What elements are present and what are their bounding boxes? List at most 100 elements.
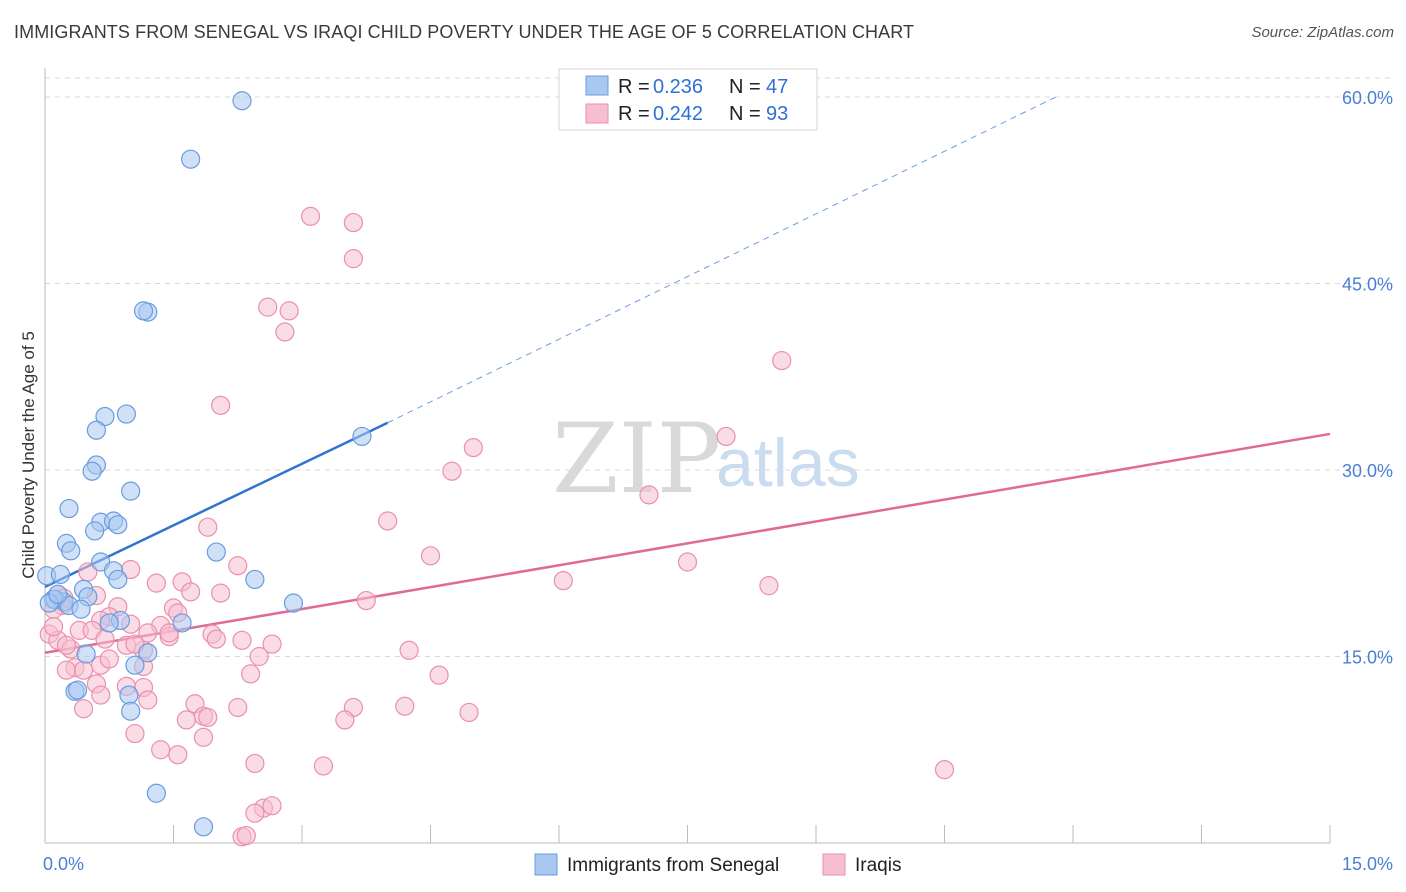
senegal-point-42 [121, 701, 141, 721]
senegal-point-32 [283, 593, 304, 613]
iraqi-point-65 [138, 690, 158, 710]
iraqi-point-81 [934, 760, 955, 780]
senegal-point-34 [99, 613, 119, 633]
iraqi-point-71 [176, 710, 196, 730]
iraqi-point-44 [232, 630, 252, 650]
senegal-point-0 [232, 91, 252, 111]
source-label: Source: ZipAtlas.com [1251, 24, 1394, 41]
legend-swatch-iraqi [585, 103, 609, 124]
iraqi-point-53 [249, 646, 269, 667]
senegal-point-40 [67, 680, 88, 700]
bottom-legend-swatch-senegal [534, 853, 558, 876]
senegal-point-9 [121, 481, 141, 501]
senegal-point-8 [82, 461, 102, 481]
bottom-legend-swatch-iraqi [822, 853, 846, 876]
iraqi-point-5 [275, 322, 295, 342]
iraqi-point-59 [241, 664, 261, 684]
legend-r-label-senegal: R = [618, 76, 650, 98]
legend-n-value-iraqi: 93 [766, 103, 788, 125]
iraqi-point-15 [677, 552, 698, 572]
iraqi-point-45 [262, 634, 282, 654]
iraqi-point-77 [151, 740, 171, 760]
bottom-legend: Immigrants from Senegal Iraqis [534, 853, 901, 876]
senegal-point-4 [116, 404, 136, 424]
iraqi-point-88 [56, 635, 77, 655]
iraqi-point-69 [395, 696, 415, 716]
senegal-point-21 [245, 569, 265, 590]
iraqi-point-4 [279, 301, 299, 321]
axes [44, 68, 1331, 844]
senegal-trend-extension [387, 96, 1057, 424]
iraqi-point-46 [399, 640, 419, 660]
iraqi-trend-line [44, 432, 1331, 655]
iraqi-point-80 [313, 756, 334, 776]
legend-r-label-iraqi: R = [618, 103, 650, 125]
senegal-point-20 [108, 569, 128, 590]
senegal-point-41 [119, 685, 139, 705]
iraqi-point-7 [211, 395, 231, 415]
chart-title: IMMIGRANTS FROM SENEGAL VS IRAQI CHILD P… [14, 22, 915, 42]
bottom-legend-label-senegal: Immigrants from Senegal [567, 855, 779, 876]
iraqi-point-58 [73, 660, 94, 680]
iraqi-point-92 [99, 649, 119, 669]
y-tick-label-0: 15.0% [1342, 648, 1393, 668]
gridlines [45, 77, 1392, 657]
iraqi-point-0 [300, 206, 321, 226]
senegal-point-5 [95, 406, 115, 427]
legend: R = 0.236 N = 47 R = 0.242 N = 93 [558, 68, 818, 131]
senegal-point-43 [146, 783, 166, 803]
senegal-point-35 [172, 613, 192, 633]
iraqi-point-23 [181, 582, 201, 602]
iraqi-point-67 [228, 697, 248, 718]
iraqi-point-1 [343, 212, 363, 233]
iraqi-point-89 [43, 617, 64, 637]
y-tick-label-1: 30.0% [1342, 461, 1393, 481]
watermark-atlas: atlas [716, 425, 860, 501]
tick-labels: 15.0% 30.0% 45.0% 60.0% 0.0% 15.0% [43, 88, 1393, 874]
senegal-point-1 [181, 149, 201, 169]
iraqi-point-70 [459, 702, 479, 723]
y-tick-label-3: 60.0% [1342, 88, 1393, 108]
senegal-point-6 [86, 420, 107, 440]
x-tick-label-0: 0.0% [43, 854, 84, 874]
legend-n-label-iraqi: N = [729, 103, 761, 125]
iraqi-point-84 [245, 803, 265, 823]
iraqi-point-21 [146, 573, 166, 593]
iraqi-point-14 [420, 546, 441, 566]
senegal-point-16 [61, 541, 81, 561]
senegal-point-3 [133, 301, 154, 321]
iraqi-point-12 [198, 517, 218, 537]
iraqi-points [39, 206, 955, 847]
legend-r-value-senegal: 0.236 [653, 76, 703, 98]
iraqi-point-75 [125, 723, 145, 744]
senegal-points [37, 91, 372, 837]
iraqi-point-86 [236, 825, 256, 846]
iraqi-point-13 [378, 511, 398, 531]
iraqi-point-6 [772, 350, 792, 371]
senegal-point-13 [85, 521, 105, 541]
iraqi-point-10 [442, 461, 462, 481]
legend-swatch-senegal [585, 75, 609, 96]
y-tick-label-2: 45.0% [1342, 275, 1393, 295]
senegal-point-17 [206, 542, 226, 562]
iraqi-point-76 [193, 727, 214, 747]
iraqi-point-87 [73, 699, 94, 719]
senegal-point-23 [50, 564, 71, 585]
legend-r-value-iraqi: 0.242 [653, 103, 703, 125]
x-tick-label-1: 15.0% [1342, 854, 1393, 874]
watermark-zip: ZIP [552, 403, 721, 515]
iraqi-point-3 [258, 297, 278, 317]
senegal-point-31 [71, 599, 91, 619]
senegal-point-45 [352, 426, 372, 447]
senegal-point-36 [138, 643, 158, 663]
senegal-point-46 [48, 584, 68, 604]
iraqi-point-18 [553, 571, 573, 591]
iraqi-point-83 [262, 796, 282, 816]
senegal-point-14 [108, 515, 128, 535]
iraqi-point-90 [159, 623, 179, 643]
iraqi-point-78 [168, 745, 188, 765]
senegal-point-44 [193, 817, 214, 837]
iraqi-point-16 [228, 556, 248, 576]
iraqi-point-24 [211, 583, 231, 603]
